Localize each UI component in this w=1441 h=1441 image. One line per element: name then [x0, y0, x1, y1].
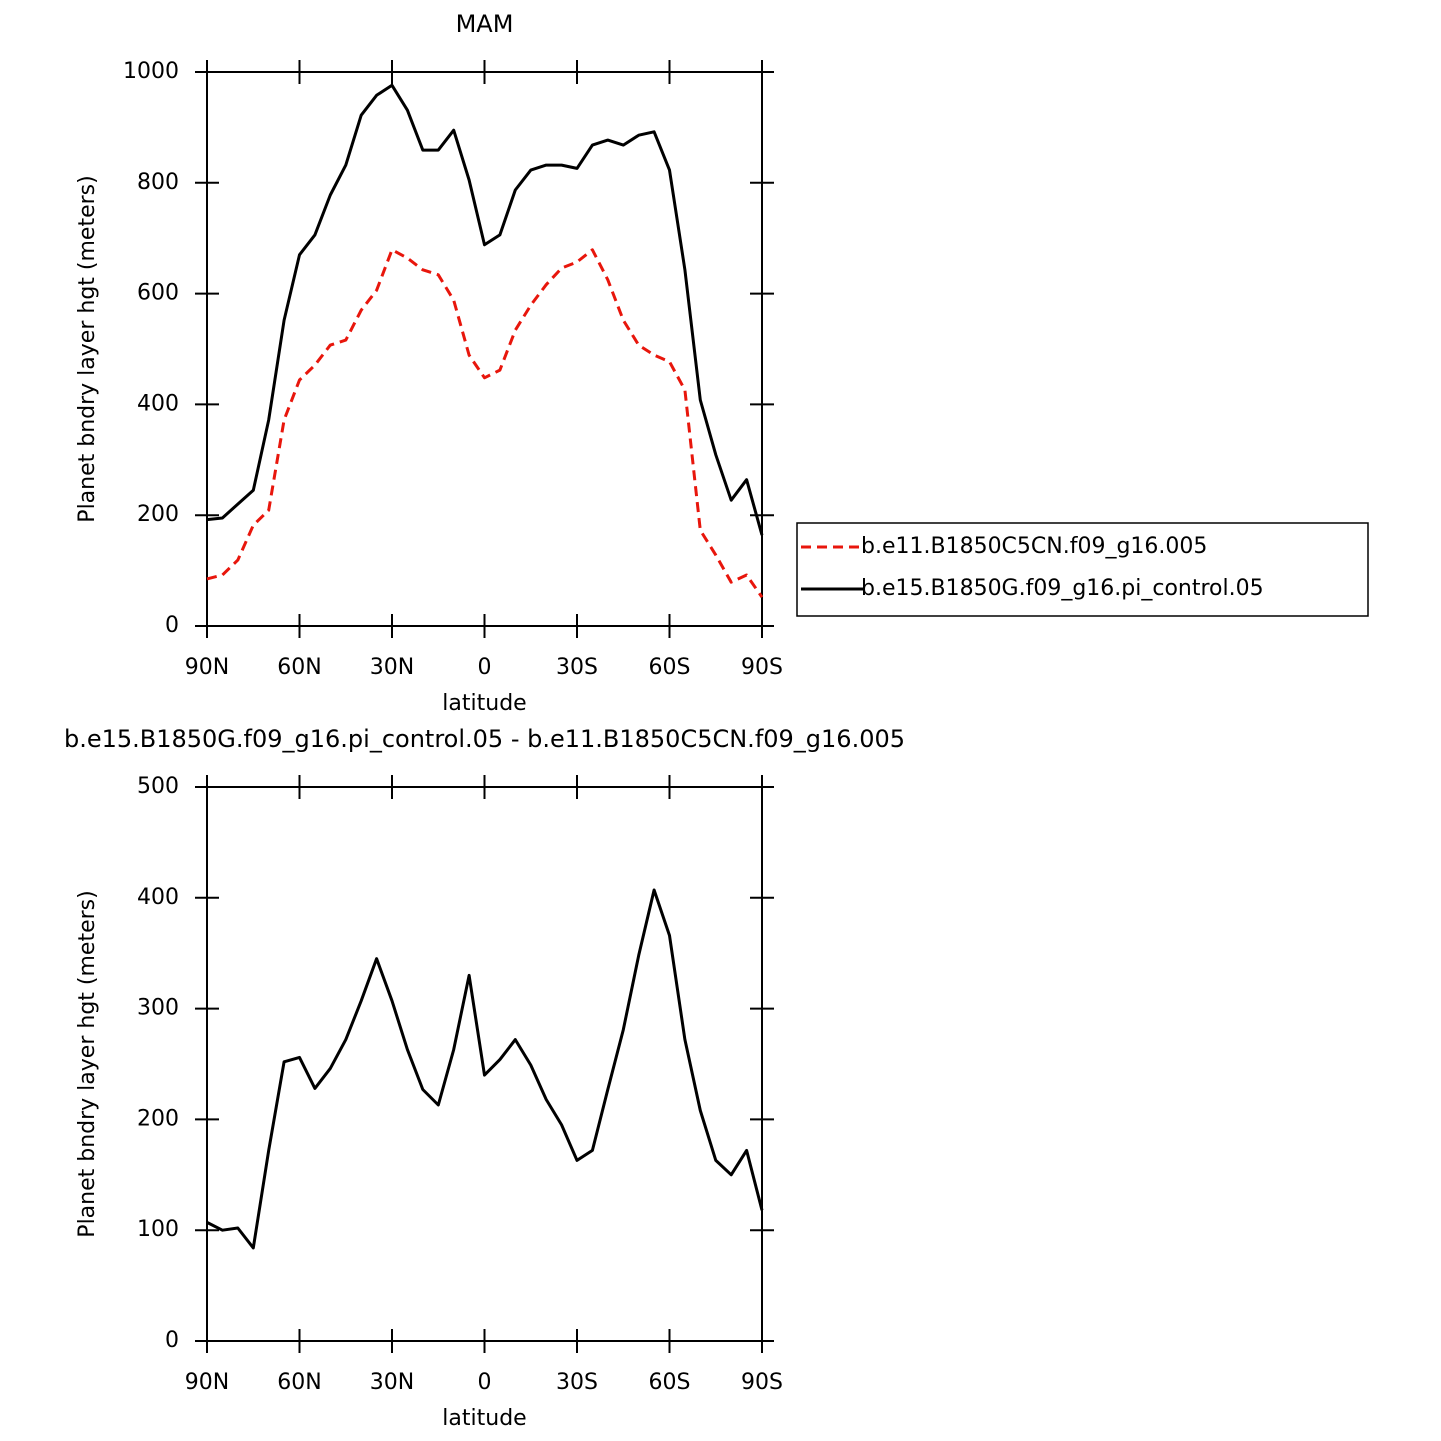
x-axis-title: latitude [442, 691, 526, 716]
legend-label: b.e11.B1850C5CN.f09_g16.005 [861, 534, 1207, 559]
y-tick-label: 600 [137, 281, 179, 306]
chart-title: b.e15.B1850G.f09_g16.pi_control.05 - b.e… [64, 725, 905, 753]
y-tick-label: 500 [137, 774, 179, 799]
y-axis-title: Planet bndry layer hgt (meters) [75, 890, 100, 1237]
y-tick-label: 100 [137, 1217, 179, 1242]
x-tick-label: 90S [741, 1370, 783, 1395]
x-tick-label: 30S [556, 1370, 598, 1395]
data-line [206, 248, 764, 599]
y-axis-title: Planet bndry layer hgt (meters) [75, 175, 100, 522]
x-tick-label: 0 [478, 655, 492, 680]
y-tick-label: 400 [137, 391, 179, 416]
data-line [206, 888, 764, 1250]
y-tick-label: 300 [137, 996, 179, 1021]
x-tick-label: 30N [370, 655, 414, 680]
y-tick-label: 200 [137, 1106, 179, 1131]
legend-box [796, 522, 1369, 617]
x-tick-label: 60N [277, 1370, 321, 1395]
plot-frame [206, 71, 763, 627]
y-tick-label: 200 [137, 502, 179, 527]
x-tick-label: 60N [277, 655, 321, 680]
data-line [206, 83, 764, 536]
x-tick-label: 30N [370, 1370, 414, 1395]
x-tick-label: 30S [556, 655, 598, 680]
y-tick-label: 0 [165, 613, 179, 638]
x-tick-label: 90N [185, 655, 229, 680]
x-tick-label: 90N [185, 1370, 229, 1395]
x-tick-label: 60S [649, 655, 691, 680]
y-tick-label: 1000 [123, 59, 179, 84]
legend-label: b.e15.B1850G.f09_g16.pi_control.05 [861, 576, 1264, 601]
x-axis-title: latitude [442, 1406, 526, 1431]
y-tick-label: 400 [137, 885, 179, 910]
y-tick-label: 800 [137, 170, 179, 195]
chart-title: MAM [456, 10, 514, 38]
y-tick-label: 0 [165, 1328, 179, 1353]
plot-frame [206, 786, 763, 1342]
x-tick-label: 0 [478, 1370, 492, 1395]
x-tick-label: 60S [649, 1370, 691, 1395]
x-tick-label: 90S [741, 655, 783, 680]
